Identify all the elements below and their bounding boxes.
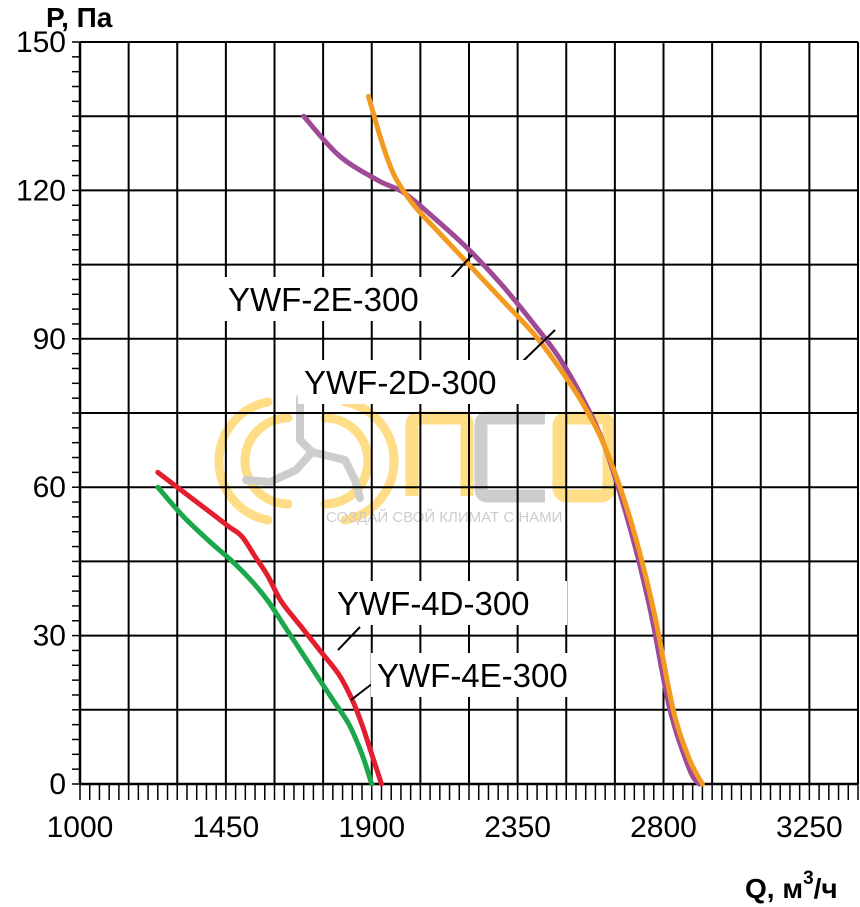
- label-leader-line: [519, 329, 556, 365]
- x-axis-title-superscript: 3: [803, 868, 814, 889]
- x-tick-label: 2800: [630, 811, 697, 844]
- plot-frame: [78, 42, 858, 786]
- y-tick-label: 30: [33, 620, 66, 653]
- x-tick-label: 2350: [484, 811, 551, 844]
- x-axis-title-suffix: /ч: [814, 873, 838, 904]
- label-leader-line: [337, 626, 361, 651]
- series-lines: [155, 93, 705, 787]
- watermark-logo: СОЗДАЙ СВОЙ КЛИМАТ С НАМИ: [214, 394, 616, 526]
- y-tick-label: 150: [16, 26, 66, 59]
- label-bg-ywf-4d-300: [331, 581, 567, 625]
- x-tick-label: 1450: [193, 811, 260, 844]
- label-ywf-4e-300: YWF-4E-300: [377, 657, 568, 694]
- x-axis-title: Q, м3/ч: [745, 868, 838, 904]
- label-ywf-2d-300: YWF-2D-300: [304, 364, 497, 401]
- y-tick-label: 60: [33, 471, 66, 504]
- label-bg-ywf-2e-300: [222, 277, 458, 321]
- x-tick-label: 1900: [338, 811, 405, 844]
- y-axis-title: P, Па: [46, 2, 113, 33]
- x-tick-label: 1000: [47, 811, 114, 844]
- watermark-person-icon: [242, 394, 364, 502]
- watermark-slogan: СОЗДАЙ СВОЙ КЛИМАТ С НАМИ: [326, 508, 562, 526]
- watermark-signal-icon: [214, 397, 399, 525]
- label-ywf-4d-300: YWF-4D-300: [337, 585, 530, 622]
- series-line-ywf-4d-300: [155, 469, 384, 787]
- x-tick-label: 3250: [776, 811, 843, 844]
- y-tick-label: 120: [16, 174, 66, 207]
- label-bg-ywf-4e-300: [371, 653, 607, 697]
- series-line-ywf-2e-300: [301, 113, 702, 787]
- label-ywf-2e-300: YWF-2E-300: [228, 281, 419, 318]
- series-line-ywf-2d-300: [366, 93, 705, 787]
- minor-ticks: [72, 41, 859, 800]
- series-line-ywf-4e-300: [155, 484, 375, 787]
- label-bg-ywf-2d-300: [298, 360, 534, 404]
- y-tick-labels: 0 30 60 90 120 150: [16, 26, 66, 801]
- x-tick-labels: 1000 1450 1900 2350 2800 3250: [47, 811, 843, 844]
- x-axis-title-main: Q, м: [745, 873, 803, 904]
- y-tick-label: 0: [49, 768, 66, 801]
- y-tick-label: 90: [33, 323, 66, 356]
